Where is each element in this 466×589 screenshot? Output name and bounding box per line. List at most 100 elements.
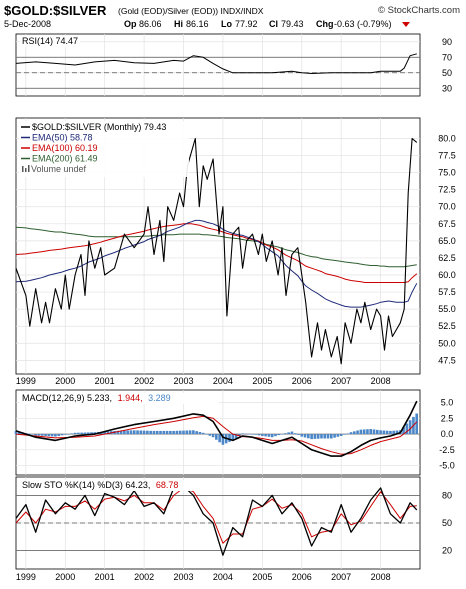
macd-histogram-bar — [392, 430, 396, 435]
price-tick-label: 50.0 — [438, 338, 456, 348]
macd-histogram-bar — [369, 429, 373, 435]
price-legend-item: EMA(200) 61.49 — [32, 154, 98, 164]
macd-histogram-bar — [27, 433, 31, 435]
price-tick-label: 52.5 — [438, 321, 456, 331]
macd-histogram-bar — [346, 433, 350, 435]
macd-histogram-bar — [323, 434, 327, 439]
macd-legend: MACD(12,26,9) 5.233, 1.944, 3.289 — [19, 393, 219, 404]
macd-histogram-bar — [129, 430, 133, 435]
svg-text:Slow STO %K(14) %D(3) 64.23,: Slow STO %K(14) %D(3) 64.23, 68.78 — [22, 480, 178, 490]
macd-tick-label: 2.5 — [441, 413, 454, 423]
macd-histogram-bar — [182, 430, 185, 435]
sto-d-line — [15, 487, 417, 544]
macd-tick-label: 5.0 — [441, 398, 454, 408]
macd-histogram-bar — [192, 430, 195, 435]
macd-histogram-bar — [267, 434, 271, 437]
sto-d-label: 68.78 — [156, 480, 179, 490]
macd-histogram-bar — [90, 432, 93, 435]
macd-histogram-bar — [241, 433, 244, 435]
macd-histogram-bar — [408, 420, 412, 435]
price-panel — [15, 117, 421, 375]
macd-histogram-bar — [17, 431, 21, 435]
macd-histogram-bar — [14, 430, 18, 435]
volume-icon — [28, 165, 30, 172]
op-value: 86.06 — [139, 19, 162, 29]
macd-histogram-bar — [326, 434, 330, 439]
macd-histogram-bar — [389, 430, 392, 435]
year-label: 2008 — [371, 376, 391, 386]
year-label: 2006 — [292, 572, 312, 582]
macd-histogram-bar — [215, 434, 218, 440]
lo-value: 77.92 — [235, 19, 258, 29]
price-legend-item: EMA(50) 58.78 — [32, 133, 93, 143]
macd-histogram-bar — [106, 431, 110, 435]
macd-line — [15, 400, 418, 457]
year-label: 2008 — [371, 572, 391, 582]
chg-value: -0.63 (-0.79%) — [334, 19, 392, 29]
macd-histogram-bar — [172, 430, 175, 435]
year-label: 1999 — [16, 572, 36, 582]
macd-histogram-bar — [152, 430, 156, 435]
year-label: 2005 — [252, 376, 272, 386]
macd-histogram-bar — [228, 434, 231, 442]
macd-histogram-bar — [132, 430, 136, 435]
macd-histogram-bar — [339, 434, 343, 436]
price-legend-item: $GOLD:$SILVER (Monthly) 79.43 — [32, 122, 166, 132]
cl-value: 79.43 — [281, 19, 304, 29]
brand-logo: © StockCharts.com — [378, 5, 460, 16]
macd-histogram-bar — [146, 430, 149, 435]
macd-histogram-bar — [231, 434, 235, 441]
macd-hist-label: 3.289 — [148, 393, 171, 403]
price-tick-label: 60.0 — [438, 270, 456, 280]
macd-histogram-bar — [169, 430, 172, 435]
macd-histogram-bar — [274, 434, 277, 437]
sto-label: Slow STO %K(14) %D(3) 64.23, — [22, 480, 150, 490]
down-arrow-icon — [402, 22, 410, 27]
macd-histogram-bar — [261, 434, 264, 436]
macd-histogram-bar — [159, 430, 162, 435]
chart-description: (Gold (EOD)/Silver (EOD)) INDX/INDX — [118, 6, 264, 16]
macd-histogram-bar — [316, 434, 320, 439]
macd-histogram-bar — [218, 434, 221, 443]
macd-histogram-bar — [330, 434, 333, 439]
ema-100-line — [15, 223, 418, 283]
macd-histogram-bar — [162, 430, 166, 435]
price-tick-label: 72.5 — [438, 185, 456, 195]
macd-histogram-bar — [287, 432, 290, 435]
macd-histogram-bar — [83, 432, 87, 435]
price-tick-label: 55.0 — [438, 304, 456, 314]
macd-histogram-bar — [155, 430, 159, 435]
year-label: 2007 — [331, 376, 351, 386]
macd-histogram-bar — [297, 434, 300, 435]
macd-histogram-bar — [165, 430, 169, 435]
op-label: Op — [124, 19, 137, 29]
price-tick-label: 75.0 — [438, 168, 456, 178]
rsi-tick-label: 70 — [442, 52, 452, 62]
macd-histogram-bar — [149, 430, 152, 435]
macd-histogram-bar — [343, 434, 346, 435]
macd-histogram-bar — [198, 431, 202, 435]
macd-histogram-bar — [77, 432, 80, 435]
macd-histogram-bar — [270, 434, 274, 438]
rsi-tick-label: 90 — [442, 37, 452, 47]
macd-histogram-bar — [103, 431, 106, 435]
rsi-panel — [15, 33, 421, 97]
macd-histogram-bar — [349, 432, 353, 435]
year-label: 2004 — [213, 376, 233, 386]
macd-tick-label: 0.0 — [441, 429, 454, 439]
macd-histogram-bar — [336, 434, 340, 437]
macd-histogram-bar — [320, 434, 323, 439]
chart-date: 5-Dec-2008 — [4, 19, 51, 29]
macd-histogram-bar — [277, 434, 281, 436]
macd-histogram-bar — [178, 430, 182, 435]
year-label: 2000 — [55, 572, 75, 582]
macd-histogram-bar — [139, 430, 143, 435]
hi-value: 86.16 — [186, 19, 209, 29]
year-label: 2001 — [95, 572, 115, 582]
year-label: 1999 — [16, 376, 36, 386]
sto-tick-label: 50 — [442, 518, 452, 528]
macd-histogram-bar — [385, 430, 389, 435]
macd-histogram-bar — [234, 434, 238, 439]
macd-histogram-bar — [356, 430, 359, 435]
svg-text:MACD(12,26,9) 5.233, 1.9: MACD(12,26,9) 5.233, 1.944, 3.289 — [22, 393, 171, 403]
